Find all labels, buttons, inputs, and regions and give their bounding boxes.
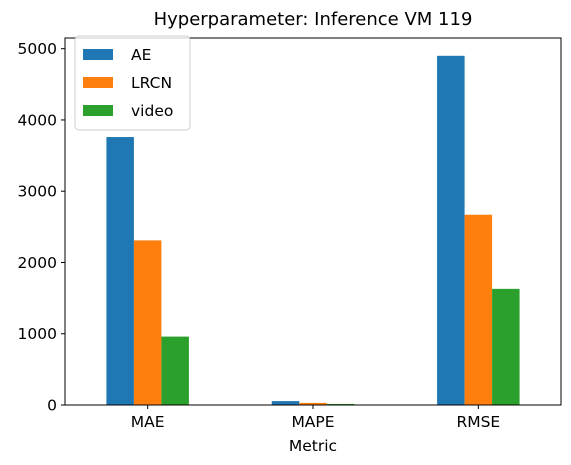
x-tick-label-rmse: RMSE [456,413,500,431]
legend-label-video: video [131,102,173,120]
x-axis: MAE MAPE RMSE [131,405,500,431]
legend-swatch-lrcn [83,77,113,88]
x-axis-label: Metric [289,437,337,455]
bar-ae-mape [271,401,300,405]
bar-lrcn-mae [133,240,162,405]
x-tick-label-mape: MAPE [291,413,334,431]
bars-group [106,55,520,406]
y-axis: 0 1000 2000 3000 4000 5000 [18,40,65,415]
legend: AE LRCN video [74,35,191,131]
legend-label-lrcn: LRCN [131,74,172,92]
bar-ae-rmse [437,55,465,406]
y-tick-label: 5000 [18,40,57,58]
x-tick-label-mae: MAE [131,413,165,431]
bar-lrcn-rmse [464,214,493,405]
y-tick-label: 4000 [18,111,57,129]
legend-label-ae: AE [131,46,151,64]
bar-video-mae [161,336,189,405]
y-tick-label: 3000 [18,183,57,201]
y-tick-label: 0 [47,397,57,415]
y-tick-label: 2000 [18,254,57,272]
legend-swatch-ae [83,49,113,60]
bar-lrcn-mape [299,402,327,405]
bar-video-rmse [492,288,520,405]
legend-swatch-video [83,105,113,116]
chart-title: Hyperparameter: Inference VM 119 [154,9,473,30]
bar-ae-mae [106,137,134,405]
y-tick-label: 1000 [18,325,57,343]
bar-video-mape [326,403,355,405]
